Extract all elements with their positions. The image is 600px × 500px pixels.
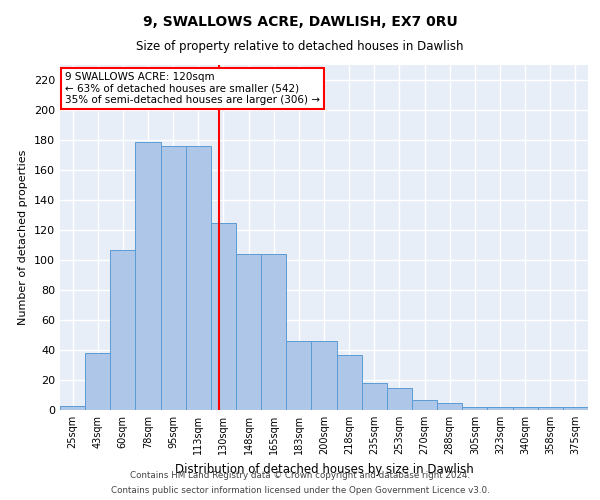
Bar xyxy=(538,407,563,410)
Bar xyxy=(387,388,412,410)
Bar xyxy=(512,407,538,410)
Text: 9, SWALLOWS ACRE, DAWLISH, EX7 0RU: 9, SWALLOWS ACRE, DAWLISH, EX7 0RU xyxy=(143,15,457,29)
Bar xyxy=(161,146,186,410)
Bar xyxy=(437,402,462,410)
Text: Contains HM Land Registry data © Crown copyright and database right 2024.: Contains HM Land Registry data © Crown c… xyxy=(130,471,470,480)
X-axis label: Distribution of detached houses by size in Dawlish: Distribution of detached houses by size … xyxy=(175,462,473,475)
Bar xyxy=(337,354,362,410)
Text: 9 SWALLOWS ACRE: 120sqm
← 63% of detached houses are smaller (542)
35% of semi-d: 9 SWALLOWS ACRE: 120sqm ← 63% of detache… xyxy=(65,72,320,105)
Bar xyxy=(261,254,286,410)
Bar xyxy=(85,353,110,410)
Bar xyxy=(362,383,387,410)
Bar xyxy=(487,407,512,410)
Bar xyxy=(236,254,261,410)
Bar xyxy=(311,341,337,410)
Bar xyxy=(110,250,136,410)
Bar xyxy=(286,341,311,410)
Bar xyxy=(186,146,211,410)
Bar xyxy=(211,222,236,410)
Text: Contains public sector information licensed under the Open Government Licence v3: Contains public sector information licen… xyxy=(110,486,490,495)
Bar xyxy=(462,407,487,410)
Bar xyxy=(563,407,588,410)
Y-axis label: Number of detached properties: Number of detached properties xyxy=(19,150,28,325)
Bar xyxy=(412,400,437,410)
Text: Size of property relative to detached houses in Dawlish: Size of property relative to detached ho… xyxy=(136,40,464,53)
Bar xyxy=(60,406,85,410)
Bar xyxy=(136,142,161,410)
